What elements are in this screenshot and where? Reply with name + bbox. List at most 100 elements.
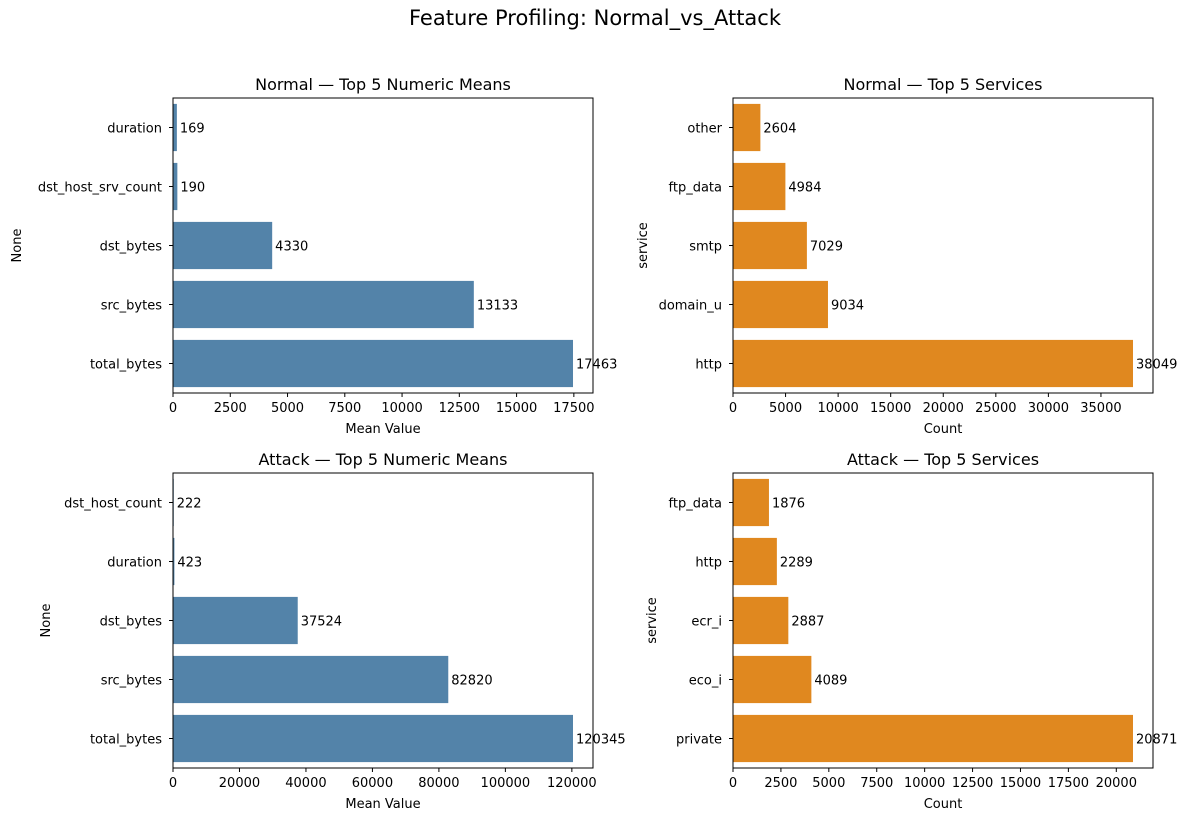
x-axis-label: Count <box>924 422 963 437</box>
bar <box>173 714 574 763</box>
bar <box>173 103 177 152</box>
x-axis-label: Mean Value <box>345 797 420 812</box>
y-tick-label: private <box>676 733 722 748</box>
data-label: 4089 <box>814 674 847 689</box>
bar <box>733 714 1133 763</box>
bar <box>173 162 178 211</box>
bar <box>733 537 777 586</box>
x-tick-label: 0 <box>169 776 177 791</box>
bar <box>733 280 828 329</box>
x-tick-label: 12500 <box>952 776 993 791</box>
x-tick-label: 60000 <box>352 776 393 791</box>
x-tick-label: 100000 <box>481 776 531 791</box>
x-tick-label: 15000 <box>870 401 911 416</box>
x-tick-label: 30000 <box>1028 401 1069 416</box>
data-label: 4984 <box>788 181 821 196</box>
x-tick-label: 12500 <box>439 401 480 416</box>
chart-panel-4: Attack — Top 5 Services 1876 ftp_data 2289 h… <box>645 450 1177 812</box>
figure-title: Feature Profiling: Normal_vs_Attack <box>408 6 782 30</box>
y-tick-label: dst_host_count <box>64 497 162 512</box>
bar <box>733 655 812 704</box>
data-label: 7029 <box>810 240 843 255</box>
data-label: 120345 <box>576 733 626 748</box>
x-tick-label: 17500 <box>1048 776 1089 791</box>
x-tick-label: 20000 <box>923 401 964 416</box>
x-tick-label: 80000 <box>418 776 459 791</box>
y-tick-label: http <box>695 358 722 373</box>
x-tick-label: 35000 <box>1080 401 1121 416</box>
y-tick-label: ecr_i <box>691 615 722 630</box>
bar <box>173 221 273 270</box>
y-axis-label: service <box>645 597 660 644</box>
axes-frame <box>732 97 1154 394</box>
bar <box>733 596 789 645</box>
data-label: 17463 <box>576 358 617 373</box>
data-label: 38049 <box>1136 358 1177 373</box>
y-axis-label: None <box>39 604 54 638</box>
x-tick-label: 17500 <box>553 401 594 416</box>
chart-title: Normal — Top 5 Numeric Means <box>255 75 511 94</box>
x-axis-label: Count <box>924 797 963 812</box>
y-tick-label: ftp_data <box>669 181 722 196</box>
y-tick-label: src_bytes <box>101 299 163 314</box>
chart-panel-1: Normal — Top 5 Numeric Means 169 duration 1… <box>10 75 617 437</box>
x-tick-label: 0 <box>169 401 177 416</box>
y-tick-label: dst_bytes <box>100 615 163 630</box>
y-axis-label: service <box>636 222 651 269</box>
x-tick-label: 25000 <box>975 401 1016 416</box>
bar <box>173 537 175 586</box>
y-tick-label: duration <box>107 556 162 571</box>
x-axis-label: Mean Value <box>345 422 420 437</box>
x-tick-label: 10000 <box>381 401 422 416</box>
data-label: 2887 <box>791 615 824 630</box>
data-label: 1876 <box>772 497 805 512</box>
y-tick-label: eco_i <box>689 674 722 689</box>
x-tick-label: 7500 <box>328 401 361 416</box>
x-tick-label: 0 <box>729 776 737 791</box>
axes-frame <box>172 97 594 394</box>
data-label: 169 <box>180 122 205 137</box>
data-label: 37524 <box>301 615 342 630</box>
x-tick-label: 2500 <box>214 401 247 416</box>
data-label: 2289 <box>780 556 813 571</box>
chart-title: Normal — Top 5 Services <box>844 75 1043 94</box>
x-tick-label: 5000 <box>271 401 304 416</box>
x-tick-label: 5000 <box>769 401 802 416</box>
bar <box>173 339 574 388</box>
chart-title: Attack — Top 5 Services <box>847 450 1039 469</box>
x-tick-label: 2500 <box>764 776 797 791</box>
y-tick-label: other <box>687 122 722 137</box>
data-label: 20871 <box>1136 733 1177 748</box>
chart-panel-3: Attack — Top 5 Numeric Means 222 dst_host_… <box>39 450 626 812</box>
x-tick-label: 7500 <box>860 776 893 791</box>
x-tick-label: 20000 <box>219 776 260 791</box>
y-tick-label: dst_bytes <box>100 240 163 255</box>
chart-panel-2: Normal — Top 5 Services 2604 other 4984 ftp_… <box>636 75 1177 437</box>
y-tick-label: dst_host_srv_count <box>38 181 162 196</box>
y-tick-label: duration <box>107 122 162 137</box>
bar <box>733 103 761 152</box>
data-label: 4330 <box>275 240 308 255</box>
x-tick-label: 40000 <box>285 776 326 791</box>
bar <box>733 162 786 211</box>
y-tick-label: domain_u <box>659 299 722 314</box>
x-tick-label: 15000 <box>1000 776 1041 791</box>
x-tick-label: 10000 <box>817 401 858 416</box>
data-label: 9034 <box>831 299 864 314</box>
data-label: 13133 <box>477 299 518 314</box>
bar <box>733 478 769 527</box>
x-tick-label: 10000 <box>904 776 945 791</box>
bar <box>173 280 474 329</box>
bar <box>733 221 807 270</box>
chart-title: Attack — Top 5 Numeric Means <box>259 450 508 469</box>
x-tick-label: 15000 <box>496 401 537 416</box>
x-tick-label: 5000 <box>812 776 845 791</box>
y-tick-label: total_bytes <box>90 733 162 748</box>
axes-frame <box>732 472 1154 769</box>
bar <box>733 339 1134 388</box>
x-tick-label: 120000 <box>547 776 597 791</box>
bar <box>173 596 298 645</box>
y-tick-label: total_bytes <box>90 358 162 373</box>
data-label: 423 <box>177 556 202 571</box>
